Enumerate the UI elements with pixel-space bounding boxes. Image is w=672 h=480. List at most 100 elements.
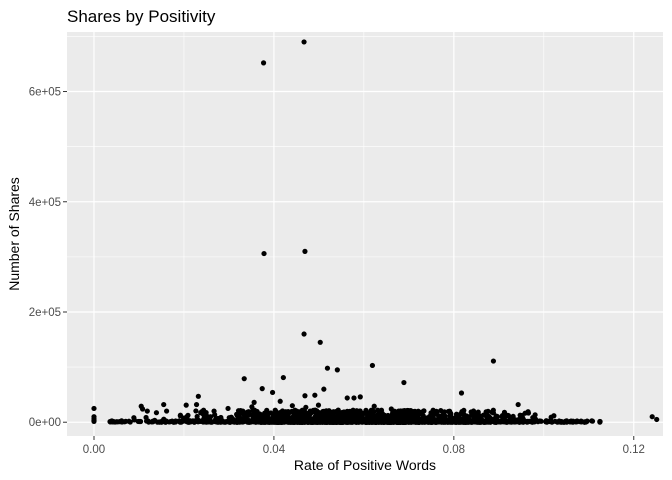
plot-panel [67,32,663,436]
data-point [183,418,189,424]
data-point [215,418,221,424]
data-point [371,403,377,409]
data-point [291,418,297,424]
data-point [131,415,137,421]
data-point [259,386,265,392]
data-point [490,410,497,416]
data-point [474,419,480,425]
data-point [238,408,244,414]
data-point [261,419,267,425]
data-point [525,410,532,416]
data-point [321,386,327,392]
data-point [341,409,347,415]
data-point [494,414,501,420]
data-point [357,394,363,400]
data-point [268,410,274,416]
data-point [91,418,97,424]
data-point [280,374,286,381]
data-point [269,389,276,396]
data-point [475,409,481,415]
data-point [649,414,655,420]
data-point [335,407,341,413]
data-point [161,401,167,408]
data-point [351,395,357,401]
data-point [370,409,376,416]
data-point [302,393,308,399]
data-point [420,409,426,415]
minor-gridlines [67,32,663,436]
data-point [345,418,351,424]
data-point [429,418,435,424]
data-point [356,408,363,414]
y-tick-label: 0e+00 [29,417,61,429]
data-point [195,393,201,399]
data-point [200,407,207,413]
data-point [483,409,489,415]
data-point [359,418,366,424]
data-point [328,419,334,425]
data-point [274,418,281,424]
data-point [251,399,257,405]
data-point [264,407,270,413]
x-axis-ticks: 0.00 0.04 0.08 0.12 [83,436,645,456]
data-point [241,376,247,382]
data-point [469,419,476,425]
data-point [461,418,467,424]
data-point [486,419,492,425]
data-point [568,418,574,424]
data-point [497,419,504,425]
data-point [447,410,454,416]
data-point [319,409,325,416]
data-point [303,404,309,410]
data-point [258,412,265,418]
data-point [369,362,376,369]
data-points [91,39,660,425]
data-point [382,412,388,418]
data-point [302,248,308,254]
data-point [293,411,299,418]
data-point [417,419,423,425]
data-point [305,410,311,416]
data-point [144,408,150,414]
y-axis-ticks: 0e+00 2e+05 4e+05 6e+05 [29,87,67,429]
data-point [388,406,394,412]
data-point [409,418,415,424]
data-point [194,418,200,424]
data-point [390,410,396,417]
data-point [597,418,603,425]
data-point [408,408,414,414]
x-tick-label: 0.00 [83,444,105,456]
data-point [317,339,323,345]
data-point [341,419,347,425]
x-axis-title: Rate of Positive Words [294,457,436,473]
data-point [249,412,256,418]
data-point [401,379,407,386]
x-tick-label: 0.08 [443,444,465,456]
data-point [277,398,283,404]
data-point [395,413,401,419]
data-point [324,418,330,424]
data-point [369,419,375,425]
data-point [285,408,291,415]
data-point [127,419,133,425]
data-point [549,419,555,425]
data-point [654,416,660,423]
data-point [201,419,207,425]
data-point [193,401,200,408]
data-point [289,403,295,409]
data-point [324,365,331,371]
data-point [211,408,217,414]
data-point [490,358,497,364]
data-point [269,418,275,424]
data-point [589,418,595,424]
data-point [344,395,350,401]
y-tick-label: 4e+05 [29,197,61,209]
data-point [558,419,564,425]
data-point [363,407,369,413]
data-point [458,390,465,396]
data-point [112,419,118,425]
data-point [435,419,441,425]
data-point [399,411,405,417]
data-point [91,405,97,412]
data-point [136,418,142,425]
